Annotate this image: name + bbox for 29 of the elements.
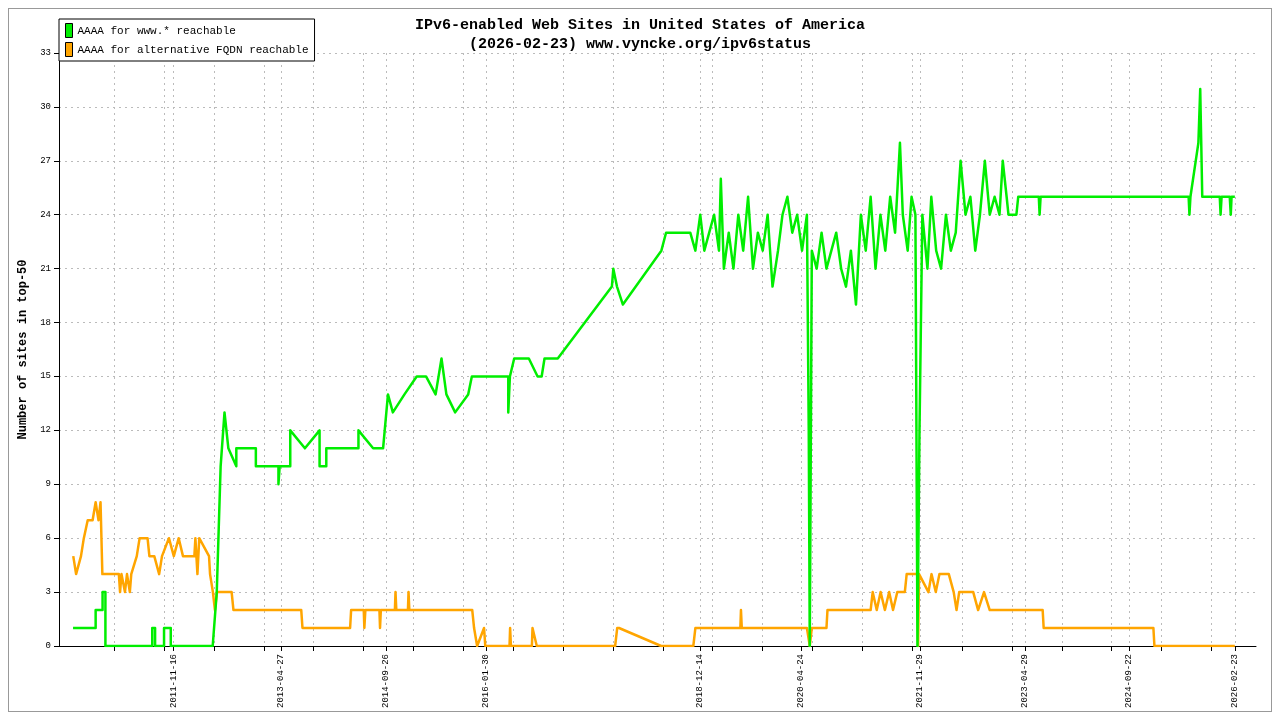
y-tick-label: 0 xyxy=(45,640,51,651)
legend-label: AAAA for www.* reachable xyxy=(77,24,236,37)
y-tick-label: 33 xyxy=(40,48,51,58)
x-tick-label: 2018-12-14 xyxy=(694,653,705,709)
line-series xyxy=(71,87,1237,648)
x-tick-label: 2011-11-16 xyxy=(168,653,179,709)
chart-subtitle: (2026-02-23) www.vyncke.org/ipv6status xyxy=(468,36,812,53)
y-tick-label: 21 xyxy=(40,263,51,274)
y-tick-label: 9 xyxy=(45,479,51,490)
x-tick-label: 2016-01-30 xyxy=(481,653,492,709)
y-tick-label: 24 xyxy=(40,209,51,220)
y-tick-label: 30 xyxy=(40,101,51,112)
y-axis-title: Number of sites in top-50 xyxy=(16,259,30,440)
x-tick-label: 2020-04-24 xyxy=(796,653,807,709)
y-tick-label: 3 xyxy=(45,587,51,598)
legend-label: AAAA for alternative FQDN reachable xyxy=(77,43,309,56)
x-tick-label: 2013-04-27 xyxy=(276,653,287,709)
y-tick-label: 6 xyxy=(45,533,51,544)
x-tick-label: 2024-09-22 xyxy=(1124,653,1135,709)
y-tick-label: 15 xyxy=(40,371,51,382)
y-tick-label: 12 xyxy=(40,425,51,436)
x-tick-label: 2021-11-29 xyxy=(914,653,925,709)
x-tick-label: 2026-02-23 xyxy=(1229,653,1240,709)
chart-title: IPv6-enabled Web Sites in United States of America xyxy=(414,17,866,34)
y-tick-label: 27 xyxy=(40,155,51,166)
line-series xyxy=(72,500,1237,648)
x-tick-label: 2023-04-29 xyxy=(1019,653,1030,709)
x-tick-label: 2014-09-26 xyxy=(381,653,392,709)
y-tick-label: 18 xyxy=(40,317,51,328)
